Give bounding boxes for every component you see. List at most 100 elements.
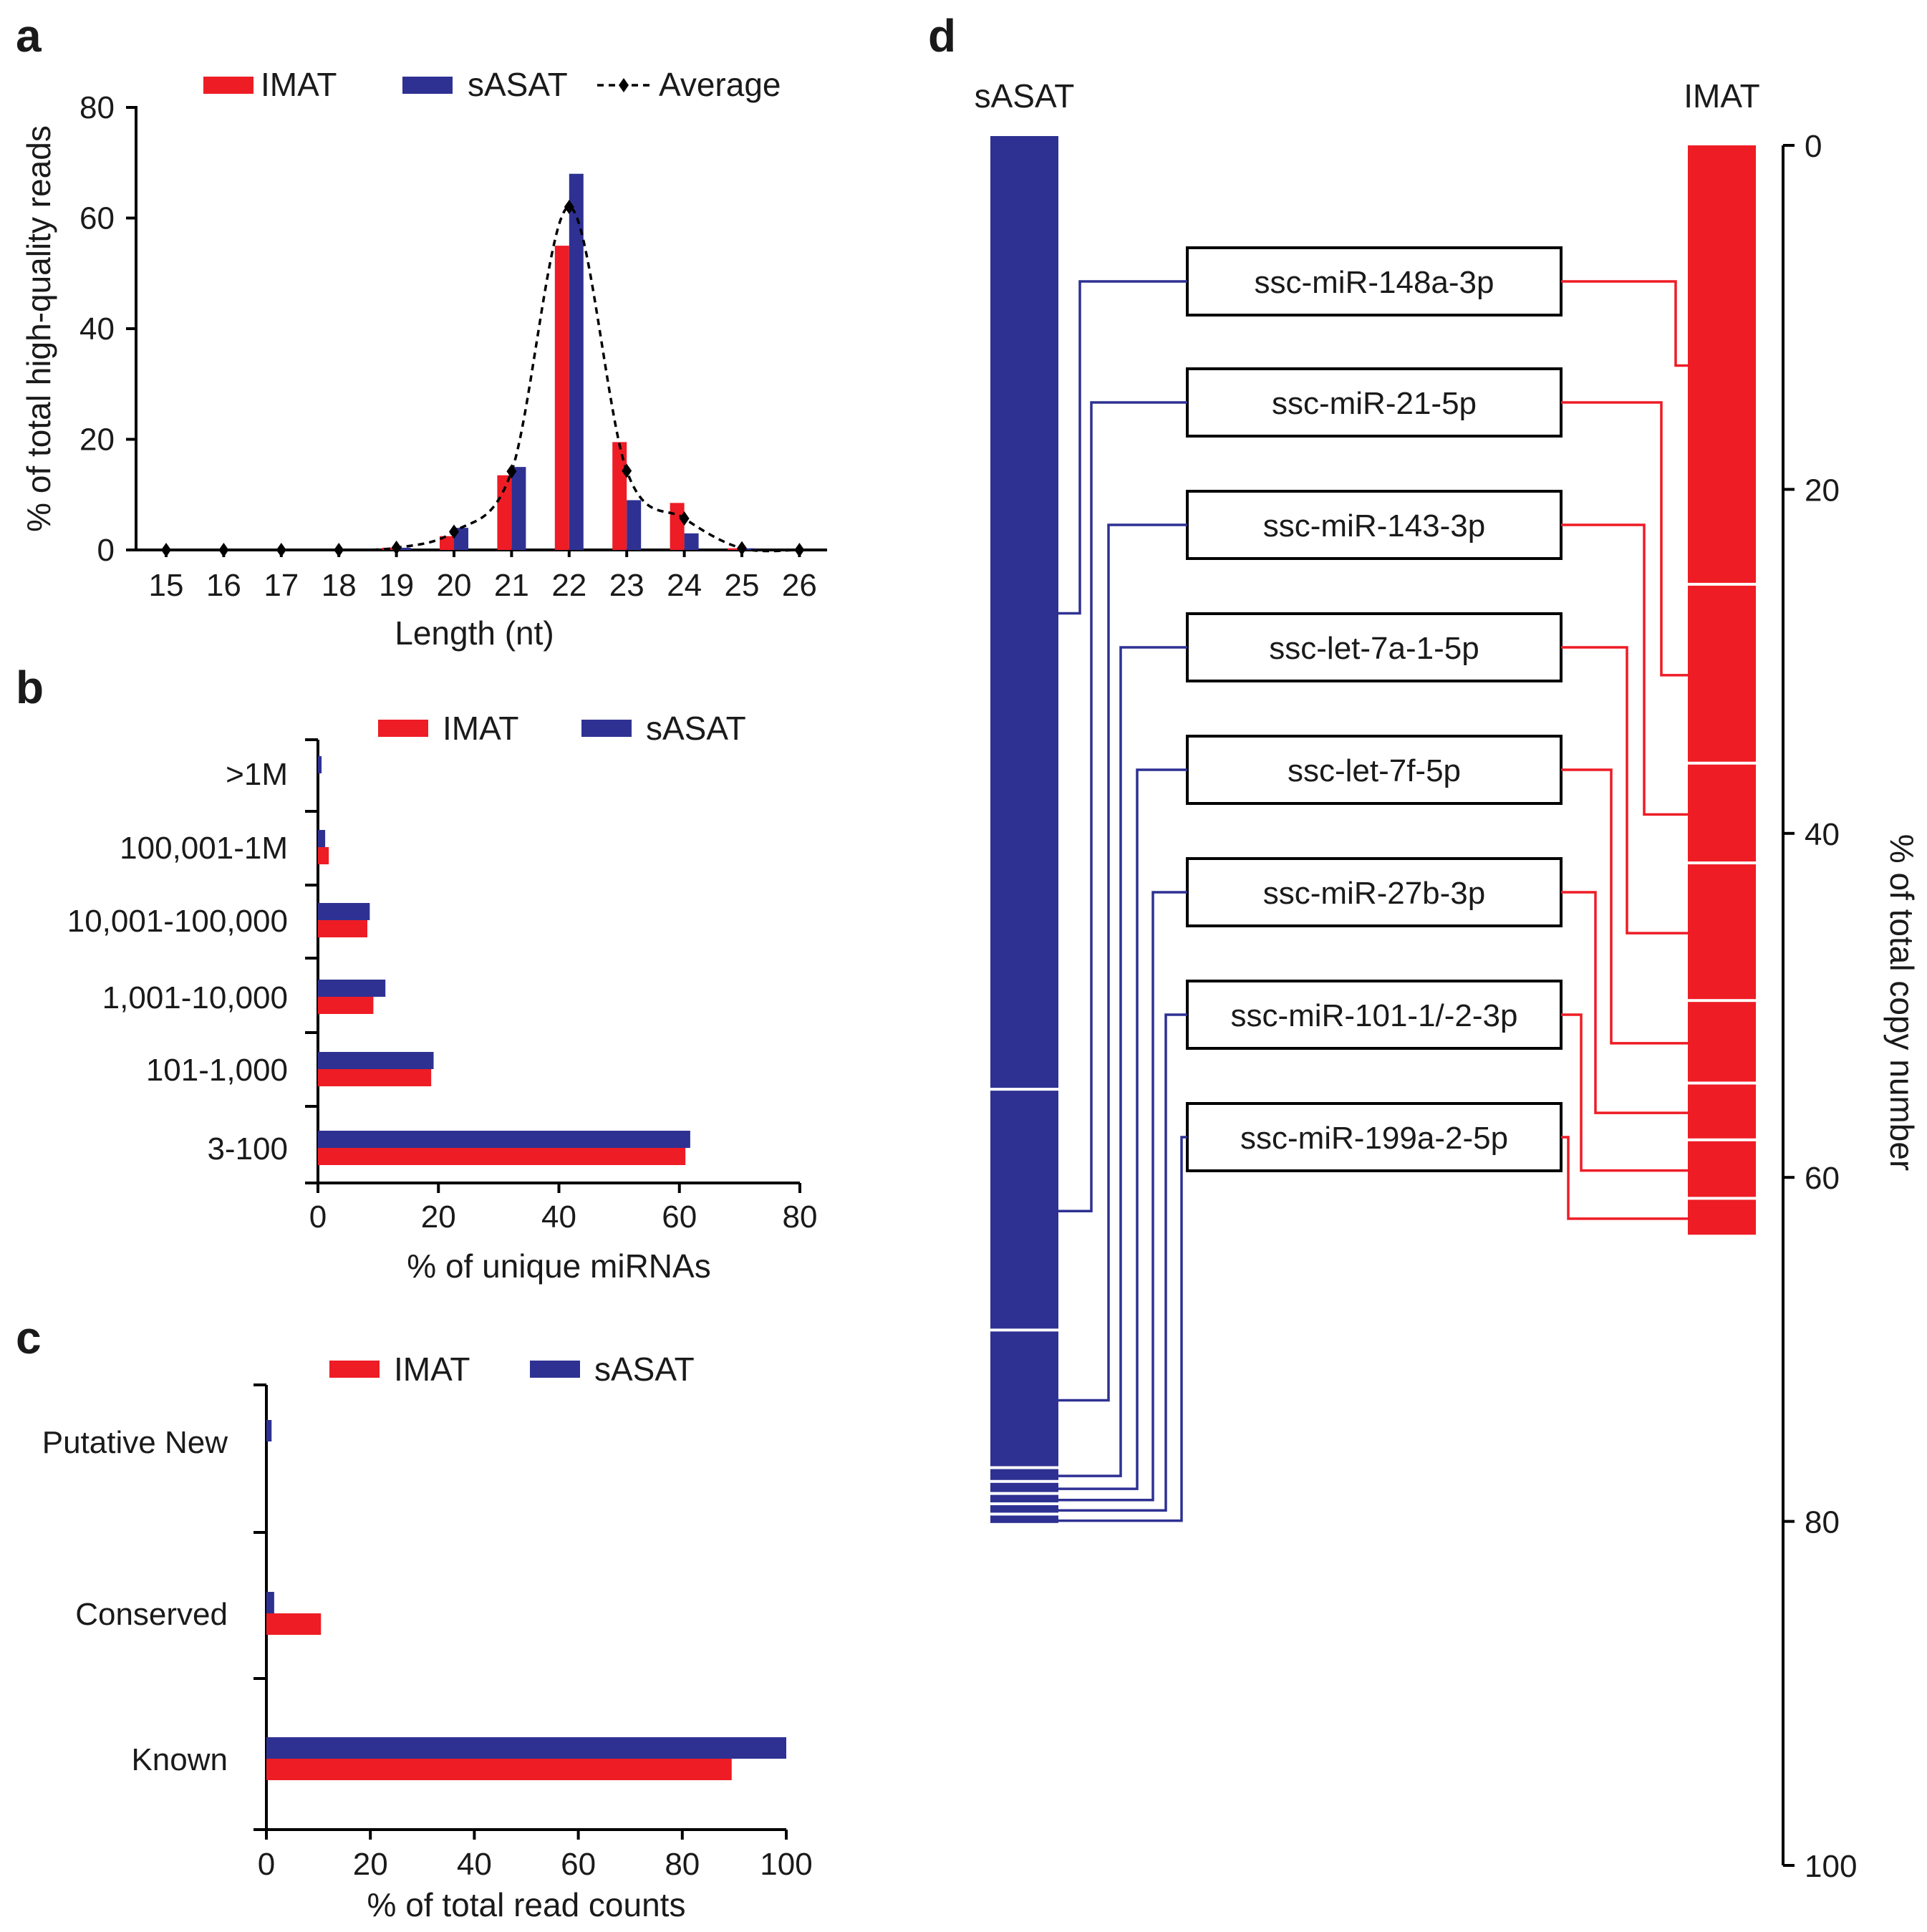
mirna-label-ssc-mir-21-5p: ssc-miR-21-5p — [1272, 386, 1477, 421]
y-tick-label: 60 — [1805, 1161, 1840, 1196]
legend-swatch-sasat — [530, 1361, 580, 1378]
x-tick-label: 26 — [782, 568, 817, 603]
bar-imat — [318, 997, 374, 1014]
average-point — [391, 540, 402, 555]
legend-swatch-imat — [378, 720, 428, 737]
bar-imat — [728, 548, 742, 550]
x-tick-label: 24 — [667, 568, 702, 603]
x-tick-label: 80 — [783, 1199, 818, 1235]
connector-sasat-ssc-mir-148a-3p — [1058, 280, 1187, 615]
x-tick-label: 0 — [258, 1847, 275, 1882]
bar-sasat — [266, 1420, 272, 1441]
category-label-3-100: 3-100 — [207, 1131, 288, 1167]
average-point — [449, 524, 459, 539]
segment-imat-ssc-mir-27b-3p — [1688, 1084, 1756, 1139]
legend-marker-average — [619, 78, 629, 92]
mirna-label-ssc-mir-143-3p: ssc-miR-143-3p — [1263, 508, 1486, 544]
bar-imat — [318, 920, 367, 937]
y-tick-label: 0 — [1805, 129, 1822, 164]
panel-letter-d: d — [928, 10, 956, 62]
bar-imat — [670, 503, 685, 550]
average-point — [679, 511, 690, 526]
y-tick-label: 80 — [79, 90, 115, 125]
connector-sasat-ssc-let-7a-1-5p — [1058, 646, 1187, 1477]
segment-sasat-ssc-let-7a-1-5p — [990, 1469, 1058, 1480]
bar-imat — [266, 1613, 322, 1635]
segment-imat-ssc-mir-148a-3p — [1688, 145, 1756, 583]
y-tick-label: 0 — [97, 533, 115, 568]
category-label-putative-new: Putative New — [42, 1425, 228, 1460]
average-point — [276, 543, 286, 557]
average-point — [794, 543, 805, 557]
x-tick-label: 0 — [309, 1199, 327, 1235]
y-axis-title: % of total high-quality reads — [20, 125, 57, 532]
segment-imat-ssc-let-7a-1-5p — [1688, 864, 1756, 1000]
segment-sasat-ssc-mir-199a-2-5p — [990, 1515, 1058, 1523]
connector-imat-ssc-let-7a-1-5p — [1561, 646, 1688, 934]
y-axis-title: % of total copy number — [1883, 834, 1921, 1171]
y-tick-label: 60 — [79, 201, 115, 236]
x-tick-label: 16 — [206, 568, 241, 603]
x-tick-label: 100 — [760, 1847, 812, 1882]
x-tick-label: 23 — [609, 568, 644, 603]
legend-label-imat: IMAT — [261, 66, 337, 103]
average-point — [218, 543, 229, 557]
bar-sasat — [396, 547, 411, 550]
connector-imat-ssc-mir-148a-3p — [1561, 280, 1688, 367]
bar-sasat — [318, 830, 326, 847]
connector-sasat-ssc-mir-21-5p — [1058, 401, 1187, 1212]
bar-imat — [497, 475, 512, 550]
legend-label-imat: IMAT — [443, 710, 518, 747]
panel-letter-a: a — [16, 10, 42, 62]
panel-letter-b: b — [16, 662, 44, 713]
panel-letter-c: c — [16, 1312, 42, 1363]
legend-label-average: Average — [659, 66, 781, 103]
connector-imat-ssc-mir-199a-2-5p — [1561, 1136, 1688, 1220]
segment-imat-ssc-mir-199a-2-5p — [1688, 1199, 1756, 1235]
segment-imat-ssc-mir-143-3p — [1688, 764, 1756, 862]
column-label-imat: IMAT — [1684, 77, 1759, 115]
y-tick-label: 100 — [1805, 1849, 1857, 1884]
segment-imat-ssc-let-7f-5p — [1688, 1002, 1756, 1082]
legend-swatch-imat — [203, 77, 253, 94]
bar-sasat — [318, 903, 370, 920]
mirna-label-ssc-mir-148a-3p: ssc-miR-148a-3p — [1255, 265, 1494, 300]
x-tick-label: 19 — [379, 568, 414, 603]
average-point — [506, 464, 517, 479]
mirna-box-ssc-mir-143-3p — [1186, 490, 1563, 560]
bar-sasat — [266, 1592, 274, 1613]
mirna-box-ssc-let-7f-5p — [1186, 735, 1563, 805]
legend-label-sasat: sASAT — [646, 710, 746, 747]
average-point — [737, 541, 747, 556]
segment-sasat-ssc-mir-148a-3p — [990, 136, 1058, 1088]
y-tick-label: 80 — [1805, 1505, 1840, 1540]
x-tick-label: 22 — [551, 568, 586, 603]
legend-swatch-sasat — [581, 720, 632, 737]
average-point — [622, 463, 632, 478]
bar-sasat — [318, 980, 386, 997]
connector-imat-ssc-mir-27b-3p — [1561, 891, 1688, 1114]
category-label-100-001-1m: 100,001-1M — [120, 831, 288, 866]
x-tick-label: 21 — [494, 568, 529, 603]
x-tick-label: 60 — [561, 1847, 596, 1882]
bar-sasat — [684, 533, 699, 550]
x-tick-label: 40 — [457, 1847, 492, 1882]
x-tick-label: 25 — [725, 568, 760, 603]
connector-sasat-ssc-mir-199a-2-5p — [1058, 1136, 1187, 1522]
x-tick-label: 18 — [322, 568, 357, 603]
mirna-box-ssc-mir-148a-3p — [1186, 246, 1563, 317]
mirna-box-ssc-let-7a-1-5p — [1186, 612, 1563, 682]
connector-sasat-ssc-let-7f-5p — [1058, 768, 1187, 1490]
bar-sasat — [318, 756, 322, 773]
bar-sasat — [742, 548, 756, 550]
bar-imat — [318, 847, 329, 864]
segment-imat-ssc-mir-21-5p — [1688, 585, 1756, 762]
x-tick-label: 60 — [662, 1199, 697, 1235]
category-label-conserved: Conserved — [75, 1597, 228, 1632]
bar-sasat — [318, 1131, 690, 1148]
x-axis-title: % of total read counts — [367, 1886, 686, 1923]
average-point — [564, 200, 574, 215]
bar-imat — [554, 246, 569, 550]
category-label-known: Known — [131, 1742, 228, 1777]
